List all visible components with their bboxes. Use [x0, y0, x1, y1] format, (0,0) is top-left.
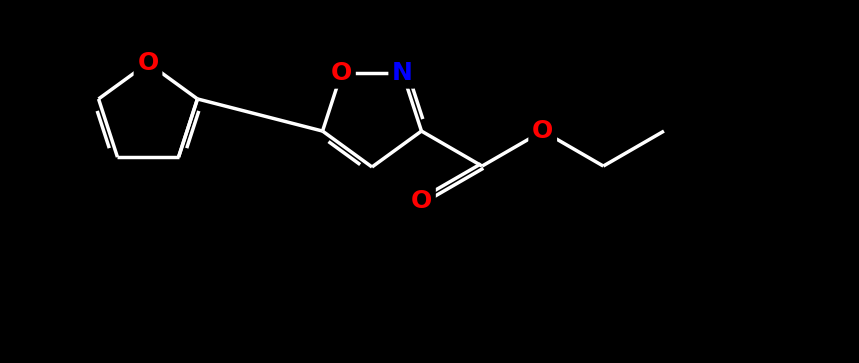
- Text: O: O: [532, 119, 553, 143]
- Text: N: N: [392, 61, 413, 85]
- Text: O: O: [411, 189, 432, 213]
- Text: O: O: [331, 61, 352, 85]
- Text: O: O: [137, 51, 159, 75]
